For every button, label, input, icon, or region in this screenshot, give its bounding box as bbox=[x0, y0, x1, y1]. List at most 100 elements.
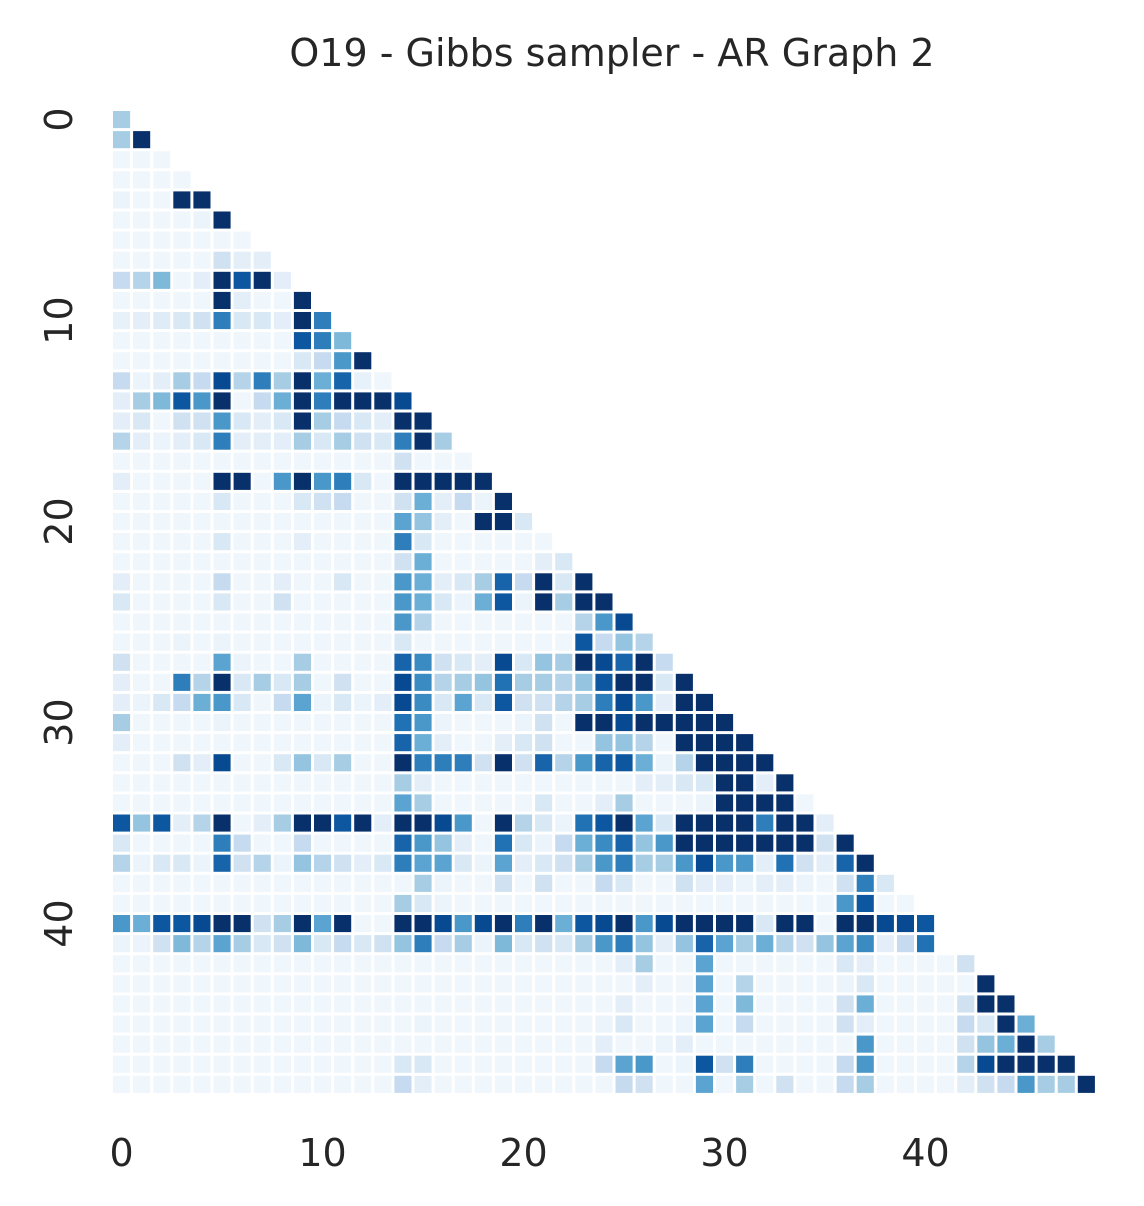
heatmap-cell-27-4 bbox=[193, 653, 211, 671]
heatmap-cell-34-15 bbox=[414, 794, 432, 812]
heatmap-cell-26-8 bbox=[273, 633, 291, 651]
heatmap-cell-32-10 bbox=[314, 754, 332, 772]
heatmap-cell-25-17 bbox=[454, 613, 472, 631]
heatmap-cell-47-35 bbox=[816, 1055, 834, 1073]
heatmap-cell-33-8 bbox=[273, 774, 291, 792]
heatmap-cell-36-15 bbox=[414, 834, 432, 852]
heatmap-cell-26-24 bbox=[595, 633, 613, 651]
heatmap-cell-40-29 bbox=[695, 915, 713, 933]
heatmap-cell-10-6 bbox=[233, 312, 251, 330]
heatmap-cell-47-32 bbox=[756, 1055, 774, 1073]
heatmap-cell-36-34 bbox=[796, 834, 814, 852]
heatmap-cell-30-6 bbox=[233, 714, 251, 732]
heatmap-cell-31-26 bbox=[635, 734, 653, 752]
heatmap-cell-46-35 bbox=[816, 1035, 834, 1053]
heatmap-cell-24-8 bbox=[273, 593, 291, 611]
heatmap-cell-25-7 bbox=[253, 613, 271, 631]
heatmap-cell-16-13 bbox=[374, 432, 392, 450]
heatmap-cell-44-28 bbox=[675, 995, 693, 1013]
heatmap-cell-42-9 bbox=[293, 955, 311, 973]
heatmap-cell-41-19 bbox=[494, 935, 512, 953]
heatmap-cell-3-0 bbox=[113, 171, 131, 189]
heatmap-cell-38-3 bbox=[173, 874, 191, 892]
heatmap-cell-35-7 bbox=[253, 814, 271, 832]
heatmap-cell-45-33 bbox=[776, 1015, 794, 1033]
heatmap-cell-45-38 bbox=[876, 1015, 894, 1033]
heatmap-cell-14-12 bbox=[354, 392, 372, 410]
heatmap-cell-5-3 bbox=[173, 211, 191, 229]
heatmap-cell-39-33 bbox=[776, 894, 794, 912]
heatmap-cell-47-23 bbox=[575, 1055, 593, 1073]
heatmap-cell-47-5 bbox=[213, 1055, 231, 1073]
heatmap-cell-28-17 bbox=[454, 673, 472, 691]
heatmap-cell-46-37 bbox=[856, 1035, 874, 1053]
heatmap-cell-26-2 bbox=[153, 633, 171, 651]
heatmap-cell-26-18 bbox=[474, 633, 492, 651]
heatmap-cell-24-3 bbox=[173, 593, 191, 611]
heatmap-cell-36-13 bbox=[374, 834, 392, 852]
heatmap-cell-19-19 bbox=[494, 492, 512, 510]
heatmap-cell-43-16 bbox=[434, 975, 452, 993]
heatmap-cell-27-19 bbox=[494, 653, 512, 671]
heatmap-cell-21-18 bbox=[474, 533, 492, 551]
heatmap-cell-30-20 bbox=[515, 714, 533, 732]
heatmap-cell-40-16 bbox=[434, 915, 452, 933]
heatmap-cell-39-31 bbox=[736, 894, 754, 912]
heatmap-cell-27-22 bbox=[555, 653, 573, 671]
heatmap-cell-40-1 bbox=[133, 915, 151, 933]
heatmap-cell-39-15 bbox=[414, 894, 432, 912]
heatmap-cell-22-12 bbox=[354, 553, 372, 571]
heatmap-cell-42-14 bbox=[394, 955, 412, 973]
heatmap-cell-18-9 bbox=[293, 472, 311, 490]
heatmap-cell-34-0 bbox=[113, 794, 131, 812]
heatmap-cell-32-8 bbox=[273, 754, 291, 772]
heatmap-cell-30-11 bbox=[334, 714, 352, 732]
heatmap-cell-45-24 bbox=[595, 1015, 613, 1033]
heatmap-cell-45-42 bbox=[957, 1015, 975, 1033]
heatmap-cell-12-1 bbox=[133, 352, 151, 370]
heatmap-cell-34-26 bbox=[635, 794, 653, 812]
heatmap-cell-48-33 bbox=[776, 1075, 794, 1093]
heatmap-cell-22-7 bbox=[253, 553, 271, 571]
heatmap-cell-38-22 bbox=[555, 874, 573, 892]
heatmap-cell-45-17 bbox=[454, 1015, 472, 1033]
heatmap-cell-45-12 bbox=[354, 1015, 372, 1033]
heatmap-cell-22-19 bbox=[494, 553, 512, 571]
heatmap-cell-39-8 bbox=[273, 894, 291, 912]
heatmap-cell-30-24 bbox=[595, 714, 613, 732]
heatmap-cell-31-10 bbox=[314, 734, 332, 752]
heatmap-cell-27-2 bbox=[153, 653, 171, 671]
heatmap-cell-46-12 bbox=[354, 1035, 372, 1053]
heatmap-cell-47-1 bbox=[133, 1055, 151, 1073]
heatmap-cell-15-9 bbox=[293, 412, 311, 430]
heatmap-cell-36-16 bbox=[434, 834, 452, 852]
heatmap-cell-42-34 bbox=[796, 955, 814, 973]
heatmap-cell-14-0 bbox=[113, 392, 131, 410]
heatmap-cell-34-9 bbox=[293, 794, 311, 812]
heatmap-cell-18-3 bbox=[173, 472, 191, 490]
heatmap-cell-32-11 bbox=[334, 754, 352, 772]
heatmap-cell-26-9 bbox=[293, 633, 311, 651]
heatmap-cell-43-15 bbox=[414, 975, 432, 993]
heatmap-cell-38-26 bbox=[635, 874, 653, 892]
heatmap-cell-29-11 bbox=[334, 693, 352, 711]
heatmap-cell-40-5 bbox=[213, 915, 231, 933]
heatmap-cell-34-32 bbox=[756, 794, 774, 812]
heatmap-cell-4-1 bbox=[133, 191, 151, 209]
heatmap-cell-12-6 bbox=[233, 352, 251, 370]
heatmap-cell-33-13 bbox=[374, 774, 392, 792]
heatmap-cell-48-18 bbox=[474, 1075, 492, 1093]
heatmap-cell-35-28 bbox=[675, 814, 693, 832]
heatmap-cell-46-15 bbox=[414, 1035, 432, 1053]
heatmap-cell-18-7 bbox=[253, 472, 271, 490]
heatmap-cell-41-37 bbox=[856, 935, 874, 953]
heatmap-cell-36-4 bbox=[193, 834, 211, 852]
heatmap-cell-36-6 bbox=[233, 834, 251, 852]
heatmap-cell-14-5 bbox=[213, 392, 231, 410]
heatmap-cell-42-26 bbox=[635, 955, 653, 973]
heatmap-cell-18-18 bbox=[474, 472, 492, 490]
heatmap-cell-47-6 bbox=[233, 1055, 251, 1073]
heatmap-cell-36-28 bbox=[675, 834, 693, 852]
heatmap-cell-20-0 bbox=[113, 513, 131, 531]
heatmap-cell-47-11 bbox=[334, 1055, 352, 1073]
